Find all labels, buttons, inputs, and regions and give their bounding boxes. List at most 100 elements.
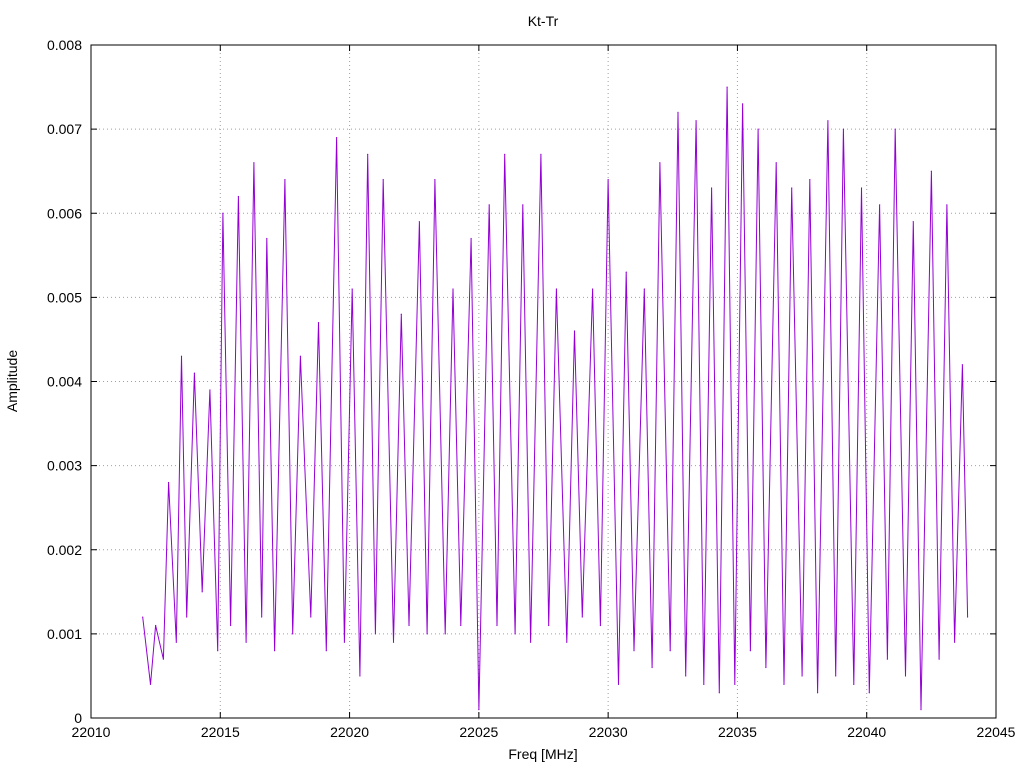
data-point xyxy=(677,111,679,113)
data-point xyxy=(284,179,286,181)
data-point xyxy=(685,675,687,677)
data-point xyxy=(351,288,353,290)
data-point xyxy=(209,389,211,391)
data-point xyxy=(418,221,420,223)
x-tick-label: 22025 xyxy=(459,724,498,740)
data-point xyxy=(938,658,940,660)
data-point xyxy=(920,708,922,711)
data-point xyxy=(478,708,480,711)
data-point xyxy=(230,624,232,627)
data-point xyxy=(703,683,705,685)
data-point xyxy=(175,641,177,643)
data-point xyxy=(566,641,568,643)
data-point xyxy=(599,624,601,627)
data-point xyxy=(617,683,620,685)
y-tick-label: 0.004 xyxy=(47,374,82,390)
data-point xyxy=(765,666,767,669)
data-point xyxy=(529,641,532,643)
data-point xyxy=(669,650,671,652)
x-tick-label: 22020 xyxy=(330,724,369,740)
data-point xyxy=(292,633,294,635)
x-tick-label: 22010 xyxy=(72,724,111,740)
y-tick-label: 0.003 xyxy=(47,458,82,474)
data-point xyxy=(186,616,188,618)
data-point xyxy=(374,633,377,635)
data-point xyxy=(930,170,932,172)
data-point xyxy=(444,633,446,635)
data-point xyxy=(514,633,516,635)
y-tick-label: 0.005 xyxy=(47,289,82,305)
data-point xyxy=(775,162,777,164)
data-point xyxy=(961,364,963,366)
data-point xyxy=(266,237,268,240)
data-point xyxy=(912,221,914,223)
x-tick-label: 22015 xyxy=(201,724,240,740)
data-point xyxy=(522,204,524,206)
data-point xyxy=(835,675,837,677)
data-point xyxy=(710,187,713,189)
y-tick-label: 0 xyxy=(74,710,82,726)
data-point xyxy=(201,591,203,593)
y-tick-label: 0.006 xyxy=(47,205,82,221)
data-point xyxy=(400,313,402,315)
data-point xyxy=(496,624,498,627)
y-axis-label: Amplitude xyxy=(4,350,20,412)
data-point xyxy=(573,330,576,332)
y-tick-label: 0.002 xyxy=(47,542,82,558)
data-point xyxy=(253,162,255,164)
data-point xyxy=(142,616,144,618)
data-point xyxy=(894,128,896,130)
data-point xyxy=(470,237,472,240)
data-point xyxy=(488,204,490,206)
data-point xyxy=(149,683,152,685)
data-point xyxy=(801,675,803,677)
data-point xyxy=(245,641,247,643)
data-point xyxy=(809,179,811,181)
data-point xyxy=(827,120,829,122)
data-point xyxy=(742,103,744,105)
data-point xyxy=(946,204,948,206)
data-point xyxy=(842,128,845,130)
data-point xyxy=(408,624,410,627)
data-point xyxy=(382,179,384,181)
data-point xyxy=(625,271,627,273)
data-point xyxy=(695,120,697,122)
data-point xyxy=(336,136,338,139)
data-point xyxy=(954,641,956,643)
data-point xyxy=(540,153,542,155)
data-point xyxy=(452,288,454,290)
y-tick-label: 0.001 xyxy=(47,626,82,642)
data-point xyxy=(783,683,785,685)
series-layer xyxy=(142,86,969,711)
data-point xyxy=(581,616,583,618)
data-point xyxy=(643,288,645,290)
data-point xyxy=(853,683,855,685)
data-point xyxy=(816,692,819,694)
data-point xyxy=(726,86,728,88)
data-point xyxy=(222,212,224,214)
data-point xyxy=(460,624,462,627)
data-point xyxy=(299,355,302,357)
data-point xyxy=(879,204,881,206)
data-point xyxy=(325,650,327,652)
data-point xyxy=(261,616,263,618)
data-point xyxy=(310,616,312,618)
data-point xyxy=(860,187,863,189)
data-point xyxy=(426,633,428,635)
data-point xyxy=(966,616,969,618)
data-point xyxy=(868,692,870,694)
data-point xyxy=(504,153,506,155)
x-tick-label: 22030 xyxy=(589,724,628,740)
data-point xyxy=(904,675,907,677)
data-point xyxy=(237,195,239,198)
series-line-0 xyxy=(142,87,969,710)
x-axis-label: Freq [MHz] xyxy=(508,746,577,762)
chart-title: Kt-Tr xyxy=(528,13,559,29)
data-point xyxy=(555,288,558,290)
data-point xyxy=(317,322,320,324)
x-tick-label: 22045 xyxy=(977,724,1016,740)
data-point xyxy=(367,153,369,155)
data-point xyxy=(886,658,889,660)
data-point xyxy=(548,624,550,627)
